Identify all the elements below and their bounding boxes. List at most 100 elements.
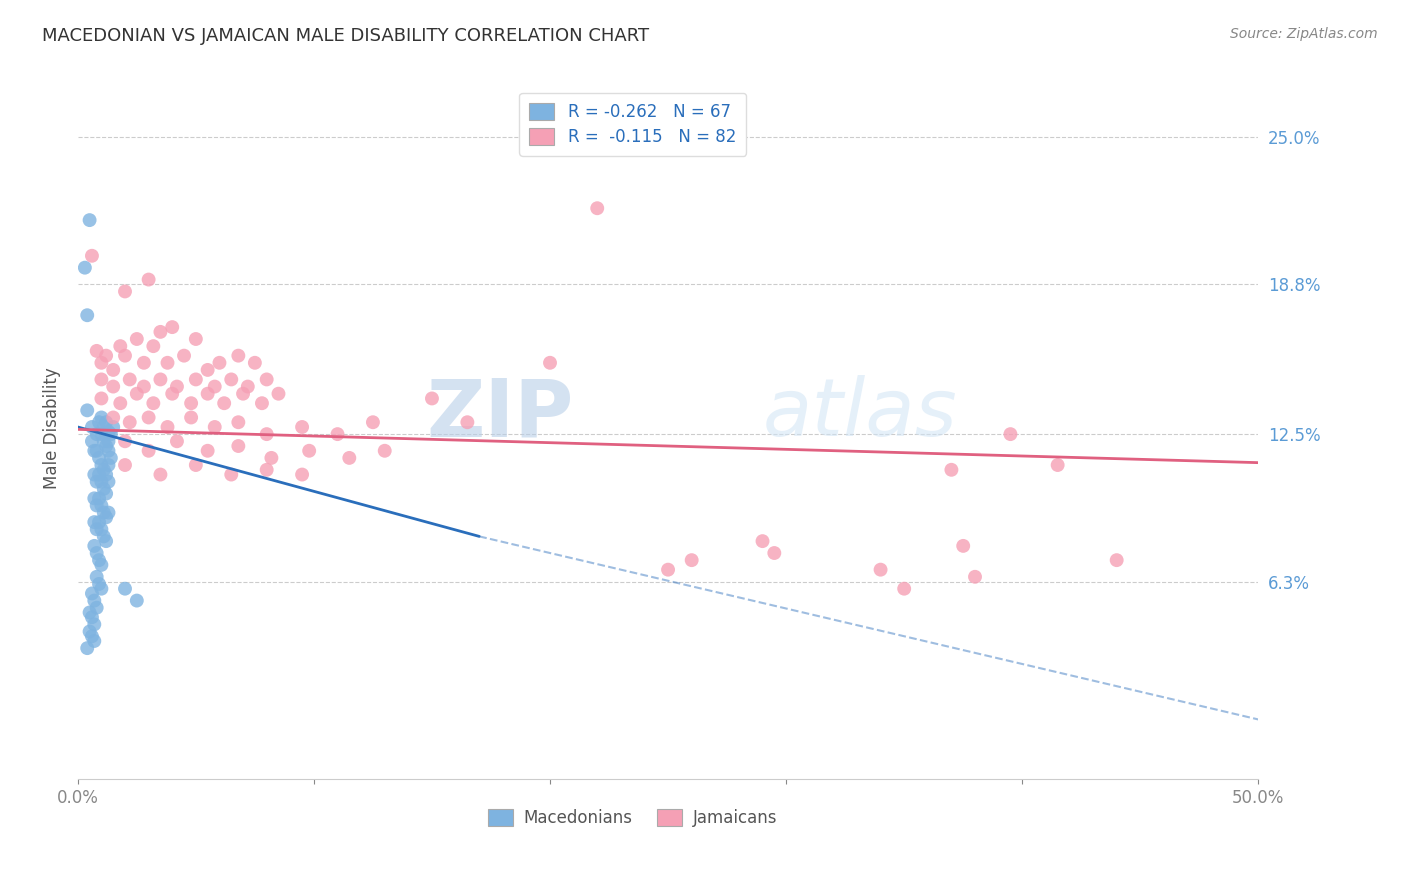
Text: ZIP: ZIP [426,376,574,453]
Point [90,558,112,572]
Point [87,450,110,465]
Point [80,629,103,643]
Point [80,434,103,449]
Point [100,450,122,465]
Point [114,458,136,472]
Point [138,272,160,286]
Point [298,443,321,458]
Point [149,325,172,339]
Point [156,420,179,434]
Point [87,467,110,482]
Point [114,285,136,299]
Point [184,458,207,472]
Point [586,201,609,215]
Point [204,420,226,434]
Point [250,396,273,410]
Point [93,482,115,496]
Point [208,356,231,370]
Text: atlas: atlas [762,376,957,453]
Point [869,563,891,577]
Point [243,356,266,370]
Point [97,475,120,489]
Point [166,434,188,449]
Point [90,410,112,425]
Point [160,386,183,401]
Point [87,553,110,567]
Point [87,577,110,591]
Point [93,420,115,434]
Point [90,372,112,386]
Point [83,617,105,632]
Point [110,339,132,353]
Point [90,522,112,536]
Point [160,320,183,334]
Point [166,379,188,393]
Point [93,529,115,543]
Point [86,343,108,358]
Point [197,386,219,401]
Point [83,491,105,506]
Point [86,427,108,442]
Point [86,443,108,458]
Point [83,443,105,458]
Point [963,570,986,584]
Point [103,379,125,393]
Point [1000,427,1022,442]
Point [90,499,112,513]
Point [87,491,110,506]
Point [941,463,963,477]
Point [79,624,101,639]
Point [197,363,219,377]
Point [80,249,103,263]
Point [118,372,141,386]
Point [125,386,148,401]
Point [228,439,250,453]
Point [86,570,108,584]
Point [291,420,314,434]
Point [90,392,112,406]
Point [103,410,125,425]
Text: MACEDONIAN VS JAMAICAN MALE DISABILITY CORRELATION CHART: MACEDONIAN VS JAMAICAN MALE DISABILITY C… [42,27,650,45]
Point [232,386,254,401]
Point [1046,458,1069,472]
Point [87,415,110,429]
Point [893,582,915,596]
Point [103,420,125,434]
Point [291,467,314,482]
Point [420,392,443,406]
Point [132,379,155,393]
Point [267,386,290,401]
Point [260,450,283,465]
Point [228,349,250,363]
Point [86,600,108,615]
Point [86,499,108,513]
Point [138,410,160,425]
Point [256,463,278,477]
Point [97,506,120,520]
Point [173,349,195,363]
Point [83,467,105,482]
Point [456,415,478,429]
Point [125,332,148,346]
Point [97,434,120,449]
Point [657,563,679,577]
Point [90,356,112,370]
Point [184,372,207,386]
Point [90,475,112,489]
Point [763,546,786,560]
Point [114,582,136,596]
Point [149,372,172,386]
Point [180,396,202,410]
Point [93,506,115,520]
Point [86,475,108,489]
Point [94,415,117,429]
Point [100,427,122,442]
Point [76,308,98,322]
Point [83,539,105,553]
Point [83,634,105,648]
Point [93,434,115,449]
Point [97,425,120,439]
Point [149,467,172,482]
Point [156,356,179,370]
Point [76,403,98,417]
